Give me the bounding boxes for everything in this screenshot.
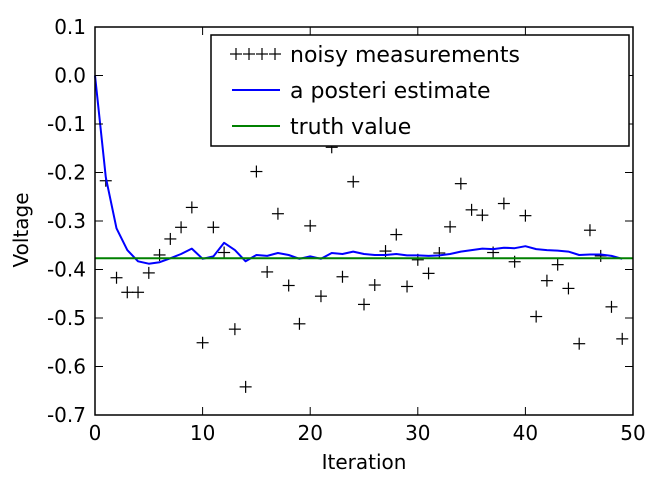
measurement-marker	[110, 271, 123, 284]
measurement-marker	[207, 221, 220, 234]
x-tick-label: 40	[513, 421, 538, 445]
measurement-marker	[551, 258, 564, 271]
legend-label: a posteri estimate	[290, 79, 490, 104]
measurement-marker	[519, 209, 532, 222]
measurement-marker	[573, 337, 586, 350]
measurement-marker	[282, 279, 295, 292]
measurement-marker	[497, 197, 510, 210]
legend-entry-noisy-measurements: noisy measurements	[230, 43, 520, 68]
measurement-marker	[401, 280, 414, 293]
y-tick-label: -0.2	[47, 161, 86, 185]
measurement-marker	[314, 290, 327, 303]
legend-entry-a-posteri-estimate: a posteri estimate	[232, 79, 490, 104]
measurement-marker	[540, 274, 553, 287]
x-tick-label: 10	[190, 421, 215, 445]
x-tick-label: 30	[405, 421, 430, 445]
measurement-marker	[304, 219, 317, 232]
x-axis-label: Iteration	[322, 450, 407, 474]
legend-plus-marker	[243, 48, 255, 60]
measurement-marker	[121, 286, 134, 299]
measurement-marker	[530, 310, 543, 323]
y-axis-label: Voltage	[9, 192, 33, 267]
measurement-marker	[142, 266, 155, 279]
y-tick-label: 0.1	[54, 15, 86, 39]
measurement-marker	[358, 298, 370, 311]
legend-plus-marker	[256, 48, 268, 60]
y-tick-label: -0.3	[47, 209, 86, 233]
x-axis-ticks: 0 10 20 30 40 50	[89, 27, 646, 445]
legend-label: noisy measurements	[290, 43, 520, 68]
y-tick-label: -0.1	[47, 112, 86, 136]
x-tick-label: 50	[620, 421, 645, 445]
measurement-marker	[132, 286, 145, 299]
y-tick-label: -0.6	[47, 355, 86, 379]
measurement-marker	[336, 270, 349, 283]
y-axis-ticks: 0.1 0.0 -0.1 -0.2 -0.3 -0.4 -0.5 -0.6 -0.7	[47, 15, 633, 427]
series-a-posteri-estimate-line	[94, 75, 623, 265]
x-tick-label: 0	[89, 421, 102, 445]
measurement-marker	[422, 267, 435, 280]
measurement-marker	[271, 207, 284, 220]
measurement-marker	[562, 282, 575, 295]
measurement-marker	[433, 247, 446, 260]
measurement-marker	[261, 265, 274, 278]
y-tick-label: 0.0	[54, 64, 86, 88]
measurement-marker	[218, 246, 231, 259]
measurement-marker	[293, 317, 306, 330]
measurement-marker	[616, 332, 629, 345]
y-tick-label: -0.7	[47, 403, 86, 427]
legend: noisy measurements a posteri estimate tr…	[210, 34, 630, 147]
measurement-marker	[175, 221, 188, 234]
y-tick-label: -0.5	[47, 306, 86, 330]
plot-area	[94, 75, 633, 393]
measurement-marker	[347, 175, 360, 188]
measurement-marker	[476, 209, 489, 222]
legend-entry-truth-value: truth value	[232, 115, 411, 140]
legend-plus-marker	[230, 48, 242, 60]
measurement-marker	[583, 224, 596, 237]
measurement-marker	[390, 228, 403, 241]
x-tick-label: 20	[297, 421, 322, 445]
measurement-marker	[454, 177, 467, 190]
measurement-marker	[239, 380, 252, 393]
measurement-marker	[444, 220, 457, 233]
measurement-marker	[185, 201, 198, 214]
measurement-marker	[605, 300, 618, 313]
measurement-marker	[164, 232, 177, 245]
measurement-marker	[250, 165, 263, 178]
axes-frame	[94, 26, 634, 416]
measurement-marker	[196, 336, 209, 349]
legend-marker-plus	[230, 48, 281, 60]
legend-label: truth value	[290, 115, 411, 140]
measurement-marker	[228, 323, 241, 336]
y-tick-label: -0.4	[47, 258, 86, 282]
measurement-marker	[368, 279, 381, 292]
legend-plus-marker	[269, 48, 281, 60]
measurement-marker	[465, 203, 478, 216]
